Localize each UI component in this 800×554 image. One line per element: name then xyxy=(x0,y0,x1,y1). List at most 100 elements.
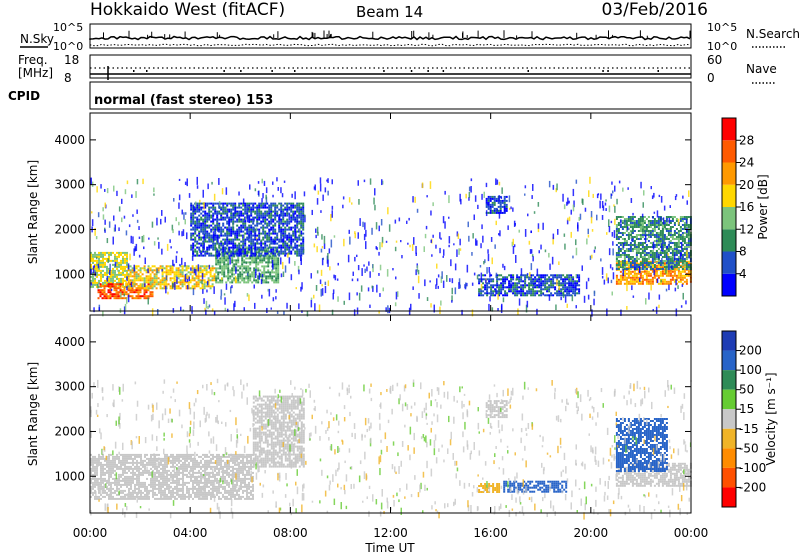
scatter-cell xyxy=(299,228,301,235)
echo-cell xyxy=(643,272,646,275)
echo-cell xyxy=(90,267,92,270)
scatter-cell xyxy=(456,231,459,237)
echo-cell xyxy=(90,275,92,278)
echo-cell xyxy=(665,230,668,232)
echo-cell xyxy=(169,277,172,280)
echo-cell xyxy=(99,283,102,286)
echo-cell xyxy=(663,224,666,226)
echo-cell xyxy=(214,228,217,231)
echo-cell xyxy=(496,286,499,289)
echo-cell xyxy=(258,246,261,249)
echo-cell xyxy=(296,220,299,223)
echo-cell xyxy=(169,285,172,288)
scatter-cell xyxy=(495,220,497,226)
echo-cell xyxy=(657,268,660,270)
echo-cell xyxy=(118,269,120,272)
scatter-cell xyxy=(552,184,555,190)
echo-cell xyxy=(292,210,295,213)
echo-cell xyxy=(147,287,150,290)
echo-cell xyxy=(92,283,94,286)
scatter-cell xyxy=(217,255,219,259)
scatter-cell xyxy=(213,310,216,316)
echo-cell xyxy=(191,287,194,290)
scatter-cell xyxy=(669,205,671,209)
scatter-cell xyxy=(108,221,111,228)
echo-cell xyxy=(240,230,243,233)
scatter-cell xyxy=(364,222,366,230)
scatter-cell xyxy=(348,197,351,203)
echo-cell xyxy=(153,279,156,282)
echo-cell xyxy=(98,487,100,490)
echo-cell xyxy=(119,297,122,300)
echo-cell xyxy=(572,286,575,289)
scatter-cell xyxy=(459,193,461,202)
echo-cell xyxy=(122,269,124,272)
echo-cell xyxy=(212,222,215,225)
echo-cell xyxy=(194,240,197,243)
echo-cell xyxy=(252,210,255,213)
echo-cell xyxy=(222,210,225,213)
echo-cell xyxy=(273,257,276,260)
echo-cell xyxy=(659,220,662,222)
echo-cell xyxy=(175,285,178,288)
echo-cell xyxy=(687,270,690,273)
echo-cell xyxy=(208,212,211,215)
echo-cell xyxy=(657,226,660,228)
scatter-cell xyxy=(601,267,604,275)
echo-cell xyxy=(530,278,533,281)
echo-cell xyxy=(114,273,116,276)
echo-cell xyxy=(651,220,654,222)
echo-cell xyxy=(277,271,280,274)
scatter-cell xyxy=(199,199,201,203)
echo-cell xyxy=(267,277,270,280)
echo-cell xyxy=(631,224,634,226)
scatter-cell xyxy=(282,235,285,243)
scatter-cell xyxy=(664,226,666,230)
echo-cell xyxy=(194,212,197,215)
echo-cell xyxy=(687,274,690,277)
scatter-cell xyxy=(319,177,322,184)
echo-cell xyxy=(675,242,678,244)
echo-cell xyxy=(657,260,660,262)
echo-cell xyxy=(250,208,253,211)
echo-cell xyxy=(133,275,136,278)
echo-cell xyxy=(221,269,224,272)
echo-cell xyxy=(268,216,271,219)
echo-cell xyxy=(114,265,116,268)
echo-cell xyxy=(133,271,136,274)
echo-cell xyxy=(269,277,272,280)
echo-cell xyxy=(191,277,194,280)
echo-cell xyxy=(94,485,96,488)
echo-cell xyxy=(257,279,260,282)
echo-cell xyxy=(243,281,246,284)
scatter-cell xyxy=(217,235,219,243)
echo-cell xyxy=(113,293,116,296)
echo-cell xyxy=(240,240,243,243)
echo-cell xyxy=(244,240,247,243)
echo-cell xyxy=(489,209,492,212)
echo-cell xyxy=(141,273,144,276)
echo-cell xyxy=(282,234,285,237)
echo-cell xyxy=(207,279,210,282)
echo-cell xyxy=(669,232,672,234)
echo-cell xyxy=(572,278,575,281)
echo-cell xyxy=(286,210,289,213)
scatter-cell xyxy=(186,278,189,283)
echo-cell xyxy=(235,261,238,264)
echo-cell xyxy=(631,276,634,279)
echo-cell xyxy=(282,246,285,249)
scatter-cell xyxy=(451,278,454,284)
echo-cell xyxy=(633,224,636,226)
echo-cell xyxy=(617,282,620,285)
echo-cell xyxy=(122,251,124,254)
echo-cell xyxy=(645,248,648,250)
echo-cell xyxy=(280,234,283,237)
scatter-cell xyxy=(652,241,655,250)
echo-cell xyxy=(673,230,676,232)
scatter-cell xyxy=(671,257,674,263)
scatter-cell xyxy=(606,232,608,235)
scatter-cell xyxy=(367,287,370,292)
echo-cell xyxy=(649,226,652,228)
echo-cell xyxy=(222,228,225,231)
